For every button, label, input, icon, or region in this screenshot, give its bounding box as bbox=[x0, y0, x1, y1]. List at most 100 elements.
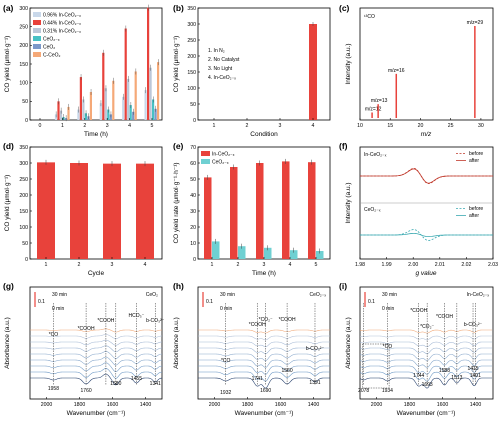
panel-h-wavenumber-3: 1560 bbox=[282, 368, 293, 374]
panel-b-xtick-label-0: 1 bbox=[213, 123, 216, 129]
panel-a-bar-2-4 bbox=[149, 67, 152, 120]
panel-h-spectrum-5 bbox=[198, 347, 330, 354]
panel-h-wavenumber-2: 1690 bbox=[260, 388, 271, 394]
panel-label-d: (d) bbox=[3, 141, 14, 151]
panel-e-xtick-label-2: 3 bbox=[263, 262, 266, 268]
panel-b-bar-3 bbox=[309, 24, 317, 120]
panel-a-ytick-label-2: 100 bbox=[19, 80, 28, 86]
panel-label-c: (c) bbox=[339, 3, 350, 13]
panel-a-ytick-label-5: 250 bbox=[19, 24, 28, 30]
panel-i-wavenumber-1: 1934 bbox=[382, 388, 393, 394]
panel-c-peak-label-2: m/z=16 bbox=[388, 68, 405, 74]
panel-g-xtick-label-2: 1600 bbox=[107, 402, 119, 408]
panel-a-legend-swatch-2 bbox=[33, 28, 41, 33]
panel-a-legend-label-1: 0.44% In-CeO₂₋ₓ bbox=[43, 21, 81, 27]
panel-a-legend-label-0: 0.96% In-CeO₂₋ₓ bbox=[43, 13, 81, 19]
panel-g-spectrum-3 bbox=[30, 356, 163, 366]
panel-a-ytick-label-4: 200 bbox=[19, 43, 28, 49]
panel-i-wavenumber-5: 1513 bbox=[451, 375, 462, 381]
panel-h-spectrum-7 bbox=[198, 335, 330, 341]
panel-i-spectrum-6 bbox=[359, 341, 492, 348]
panel-a-bar-2-2 bbox=[104, 88, 107, 120]
panel-c-xtick-label-3: 25 bbox=[448, 123, 454, 129]
panel-i-wavenumber-7: 1401 bbox=[470, 373, 481, 379]
panel-e-bar-0-3 bbox=[282, 161, 290, 259]
panel-d-ytick-label-0: 0 bbox=[25, 257, 28, 263]
panel-f-xtick-label-0: 1.98 bbox=[355, 262, 365, 268]
panel-g-wavenumber-1: 1760 bbox=[81, 388, 92, 394]
panel-e-legend-label-0: In-CeO₂₋ₓ bbox=[212, 152, 235, 158]
panel-g-peak-label-4: HCO₃⁻ bbox=[129, 313, 145, 319]
panel-a-bar-0-2 bbox=[99, 103, 102, 120]
panel-h-spectrum-8 bbox=[198, 329, 330, 334]
panel-i-peak-label-2: *COOH bbox=[410, 308, 427, 314]
panel-i-y-axis-label: Absorbance (a.u.) bbox=[345, 317, 352, 369]
panel-g-spectrum-1 bbox=[30, 368, 163, 379]
panel-e-ytick-label-6: 60 bbox=[190, 161, 196, 167]
panel-d-ytick-label-1: 50 bbox=[22, 241, 28, 247]
panel-b-annotation-1: 1. In N₂ bbox=[208, 48, 225, 54]
panel-e-legend-swatch-0 bbox=[201, 151, 210, 156]
panel-h-wavenumber-4: 1391 bbox=[309, 380, 320, 386]
panel-f-xtick-label-4: 2.02 bbox=[461, 262, 471, 268]
panel-b-ytick-label-5: 250 bbox=[187, 38, 196, 44]
panel-e-bar-0-0 bbox=[204, 177, 212, 259]
panel-e-xtick-label-1: 2 bbox=[237, 262, 240, 268]
panel-i-spectrum-0 bbox=[359, 377, 492, 389]
panel-a-bar-0-4 bbox=[144, 90, 147, 120]
panel-i-xtick-label-2: 1600 bbox=[437, 402, 449, 408]
panel-e-bar-1-0 bbox=[212, 241, 220, 259]
panel-h-spectrum-0 bbox=[198, 377, 330, 389]
panel-h-xtick-label-2: 1600 bbox=[275, 402, 287, 408]
panel-d-bar-2 bbox=[103, 163, 121, 259]
panel-d-ytick-label-5: 250 bbox=[19, 177, 28, 183]
panel-f-curve-in-after bbox=[360, 168, 493, 184]
panel-f-xtick-label-5: 2.03 bbox=[488, 262, 498, 268]
panel-f-legend-label-2: before bbox=[469, 206, 483, 212]
panel-g-wavenumber-0: 1958 bbox=[48, 386, 59, 392]
panel-i-spectrum-5 bbox=[359, 347, 492, 354]
panel-f-series-label-1: In-CeO₂₋ₓ bbox=[364, 152, 387, 158]
panel-d-ytick-label-7: 350 bbox=[19, 145, 28, 151]
panel-e-bar-1-3 bbox=[290, 250, 298, 259]
panel-c-y-axis-label: Intensity (a.u.) bbox=[345, 43, 352, 84]
panel-f-xtick-label-2: 2.00 bbox=[408, 262, 418, 268]
panel-g-ir-spectra: *CO 1958 *COOH 1760 *COOH 1580 HCO₃⁻ 1455 b-CO₃²… bbox=[4, 286, 165, 417]
panel-h-ir-spectra: *CO 1932 *COOH 1741 *CO₂⁻ 1690 *COOH 1560 b-CO₃²… bbox=[173, 286, 331, 417]
panel-e-ytick-label-3: 30 bbox=[190, 209, 196, 215]
panel-i-wavenumber-4: 1588 bbox=[439, 368, 450, 374]
panel-b-ytick-label-4: 200 bbox=[187, 54, 196, 60]
panel-g-xtick-label-3: 1400 bbox=[140, 402, 152, 408]
panel-c-xtick-label-0: 10 bbox=[357, 123, 363, 129]
panel-f-xtick-label-3: 2.01 bbox=[435, 262, 445, 268]
panel-a-legend-label-5: C-CeO₂ bbox=[43, 53, 61, 59]
panel-d-bar-0 bbox=[37, 162, 55, 259]
panel-g-wavenumber-5: 1341 bbox=[150, 381, 161, 387]
panel-i-peak-label-3: *CO₂⁻ bbox=[420, 324, 434, 330]
panel-g-scale-label: 0.1 bbox=[38, 299, 45, 305]
panel-i-time-label-end: 30 min bbox=[382, 292, 397, 298]
panel-g-spectrum-4 bbox=[30, 351, 163, 359]
panel-i-spectrum-7 bbox=[359, 335, 492, 341]
panel-i-peak-label-6: b-CO₃²⁻ bbox=[464, 322, 483, 328]
panel-a-x-axis-label: Time (h) bbox=[84, 131, 108, 138]
panel-f-y-axis-label: Intensity (a.u.) bbox=[345, 182, 352, 223]
panel-e-ytick-label-5: 50 bbox=[190, 177, 196, 183]
panel-g-peak-label-5: b-CO₃²⁻ bbox=[146, 318, 165, 324]
panel-f-curve-ce-after bbox=[360, 232, 493, 238]
panel-c-x-axis-label: m/z bbox=[421, 131, 432, 138]
panel-f-legend-label-1: after bbox=[469, 158, 479, 164]
panel-i-co-region-box bbox=[362, 343, 390, 389]
panel-c-peak-label-0: m/z=12 bbox=[365, 106, 382, 112]
panel-g-xtick-label-1: 1800 bbox=[74, 402, 86, 408]
panel-d-frame bbox=[29, 146, 163, 260]
panel-g-wavenumber-3: 1580 bbox=[110, 381, 121, 387]
panel-h-spectrum-6 bbox=[198, 341, 330, 348]
panel-b-ytick-label-6: 300 bbox=[187, 22, 196, 28]
panel-c-frame bbox=[359, 7, 494, 121]
panel-h-peak-label-3: *COOH bbox=[279, 317, 296, 323]
panel-b-ytick-label-1: 50 bbox=[190, 102, 196, 108]
panel-d-xtick-label-3: 4 bbox=[144, 262, 147, 268]
panel-h-wavenumber-1: 1741 bbox=[252, 376, 263, 382]
panel-a-xtick-label-0: 0 bbox=[39, 123, 42, 129]
